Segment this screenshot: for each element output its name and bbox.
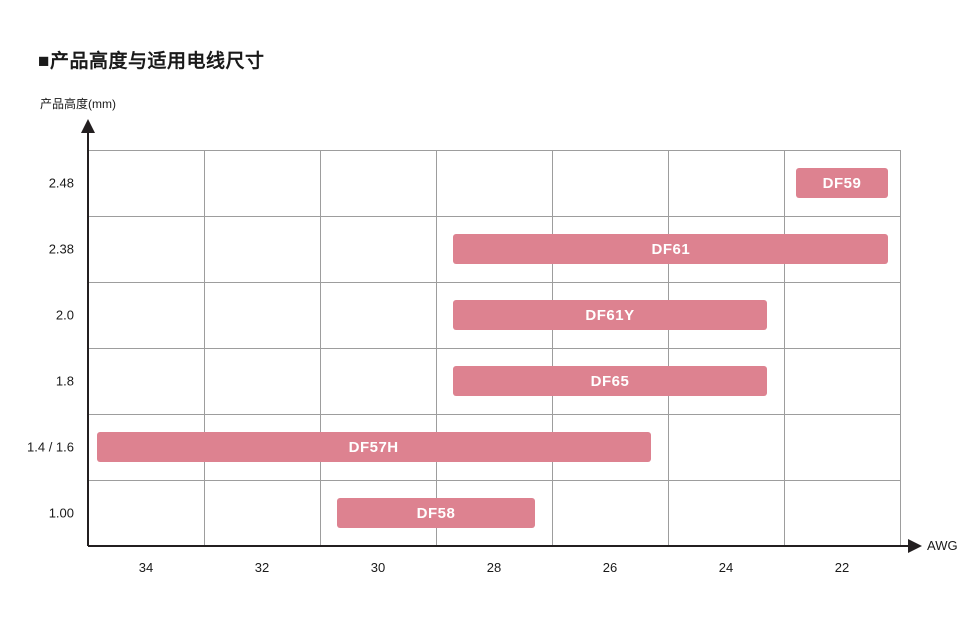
x-tick-label: 24 — [718, 560, 734, 575]
y-axis-arrow-icon — [81, 119, 95, 133]
chart-bar-df58: DF58 — [337, 498, 535, 528]
y-tick-label: 2.38 — [48, 241, 74, 257]
bar-label: DF61Y — [585, 306, 635, 324]
grid-line-horizontal — [88, 216, 900, 217]
bar-label: DF59 — [822, 174, 862, 192]
grid-line-horizontal — [88, 150, 900, 151]
grid-line-horizontal — [88, 348, 900, 349]
bar-label: DF65 — [590, 372, 630, 390]
x-tick-label: 26 — [602, 560, 618, 575]
plot-area: DF59 DF61 DF61Y DF65 DF57H DF58 — [88, 150, 901, 547]
y-tick-label: 1.4 / 1.6 — [27, 439, 74, 455]
chart-bar-df61: DF61 — [453, 234, 889, 264]
y-tick-label: 2.0 — [55, 307, 74, 323]
bar-label: DF57H — [348, 438, 399, 456]
x-tick-label: 22 — [834, 560, 850, 575]
x-axis-label: AWG — [927, 538, 958, 553]
x-tick-label: 32 — [254, 560, 270, 575]
chart-bar-df59: DF59 — [795, 168, 889, 198]
grid-line-horizontal — [88, 282, 900, 283]
y-tick-label: 2.48 — [48, 175, 74, 191]
x-tick-label: 30 — [370, 560, 386, 575]
page-title: ■产品高度与适用电线尺寸 — [38, 51, 265, 72]
x-tick-label: 28 — [486, 560, 502, 575]
y-tick-label: 1.00 — [48, 505, 74, 521]
y-tick-label: 1.8 — [55, 373, 74, 389]
y-axis-line — [87, 133, 89, 546]
x-axis-line — [88, 545, 910, 547]
bar-label: DF61 — [651, 240, 691, 258]
chart-bar-df61y: DF61Y — [453, 300, 767, 330]
grid-line-vertical — [900, 150, 901, 546]
grid-line-horizontal — [88, 414, 900, 415]
grid-line-horizontal — [88, 480, 900, 481]
y-axis-title: 产品高度(mm) — [40, 97, 116, 111]
x-axis-arrow-icon — [908, 539, 922, 553]
bar-label: DF58 — [416, 504, 456, 522]
chart-bar-df65: DF65 — [453, 366, 767, 396]
chart-bar-df57h: DF57H — [96, 432, 651, 462]
x-tick-label: 34 — [138, 560, 154, 575]
